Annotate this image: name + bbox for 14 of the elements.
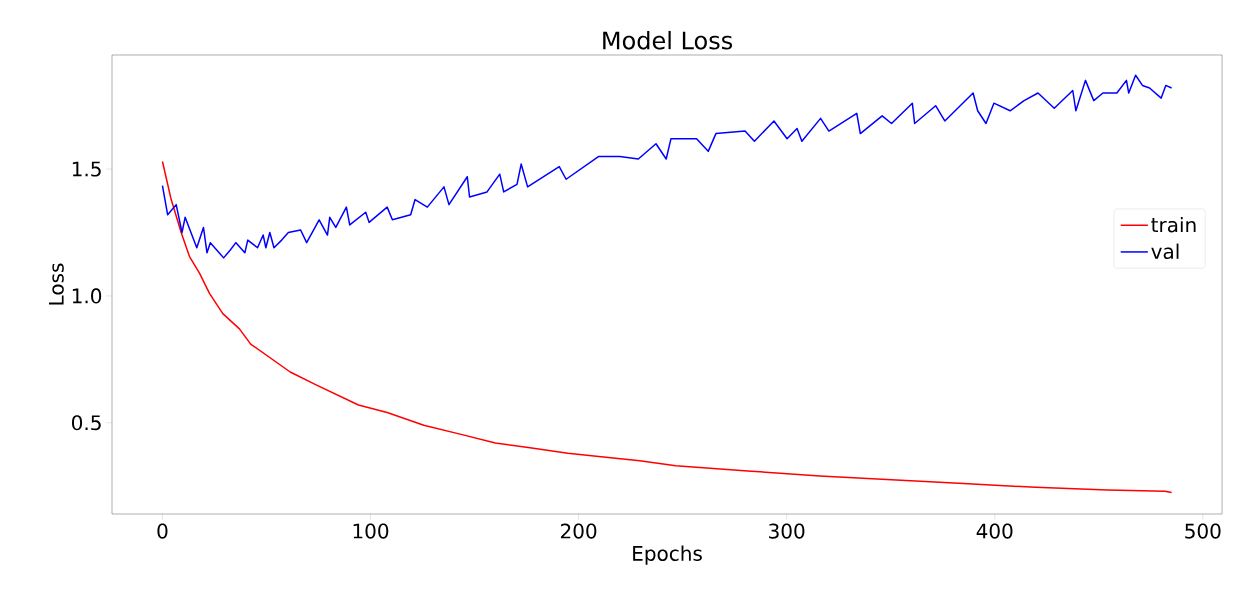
x-tick-label: 100: [353, 523, 389, 539]
legend-label: train: [1151, 216, 1196, 233]
x-tick-label: 300: [769, 523, 805, 539]
legend-label: val: [1151, 243, 1179, 260]
y-tick-label: 1.5: [72, 161, 101, 177]
y-axis-title: Loss: [48, 263, 64, 305]
x-tick-label: 500: [1185, 523, 1221, 539]
x-tick-label: 200: [560, 523, 597, 539]
x-tick-label: 0: [157, 523, 168, 539]
y-tick-label: 0.5: [71, 415, 101, 431]
x-axis-title: Epochs: [633, 545, 702, 565]
chart-title: Model Loss: [603, 30, 733, 50]
y-tick-label: 1.0: [72, 288, 102, 304]
x-tick-label: 400: [976, 523, 1013, 539]
